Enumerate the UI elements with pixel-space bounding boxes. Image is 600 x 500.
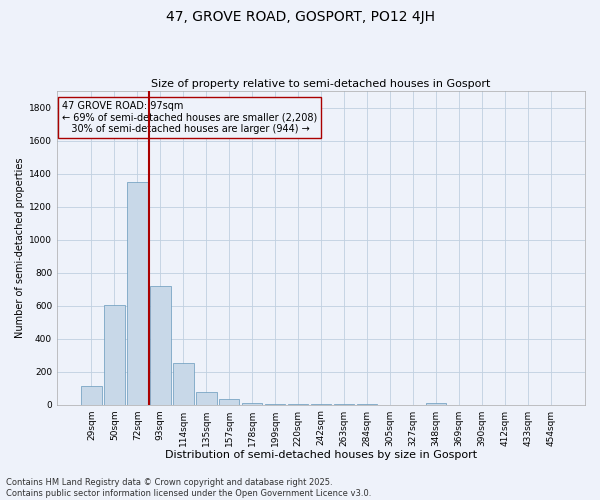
Bar: [242, 403, 262, 404]
X-axis label: Distribution of semi-detached houses by size in Gosport: Distribution of semi-detached houses by …: [165, 450, 477, 460]
Text: 47, GROVE ROAD, GOSPORT, PO12 4JH: 47, GROVE ROAD, GOSPORT, PO12 4JH: [166, 10, 434, 24]
Bar: [219, 399, 239, 404]
Bar: [150, 286, 170, 405]
Bar: [173, 364, 194, 405]
Title: Size of property relative to semi-detached houses in Gosport: Size of property relative to semi-detach…: [151, 79, 491, 89]
Bar: [81, 386, 101, 404]
Bar: [104, 305, 125, 404]
Y-axis label: Number of semi-detached properties: Number of semi-detached properties: [15, 158, 25, 338]
Bar: [127, 182, 148, 404]
Bar: [196, 392, 217, 404]
Text: 47 GROVE ROAD: 97sqm
← 69% of semi-detached houses are smaller (2,208)
   30% of: 47 GROVE ROAD: 97sqm ← 69% of semi-detac…: [62, 100, 317, 134]
Text: Contains HM Land Registry data © Crown copyright and database right 2025.
Contai: Contains HM Land Registry data © Crown c…: [6, 478, 371, 498]
